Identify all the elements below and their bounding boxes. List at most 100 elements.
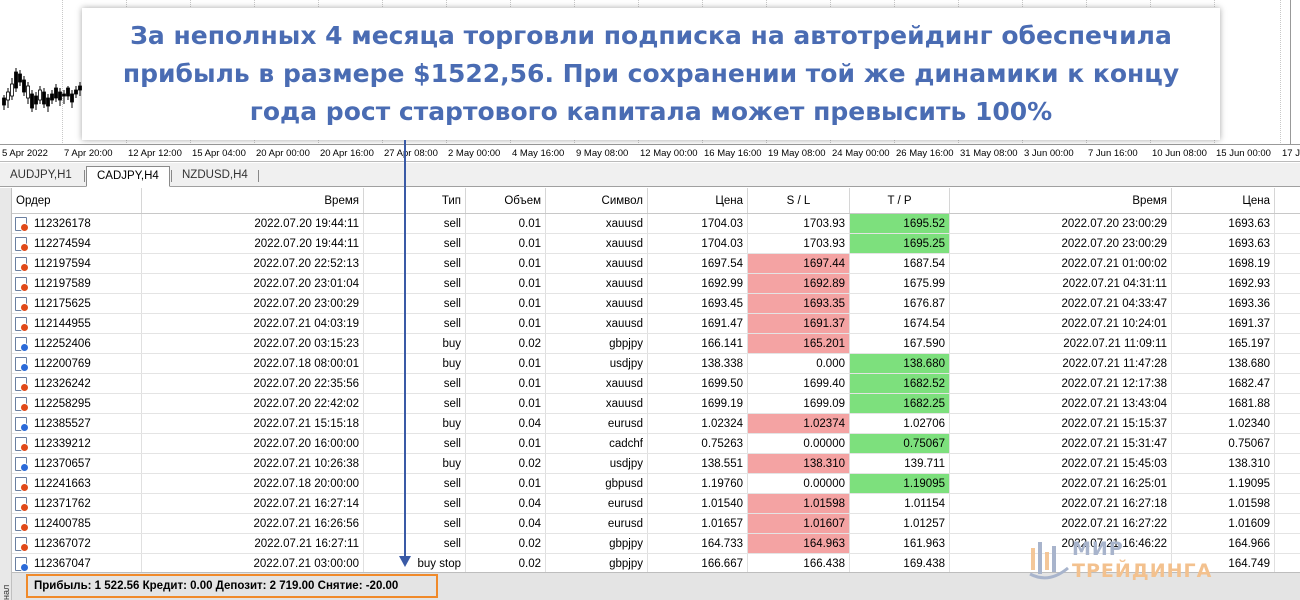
column-header[interactable]: Время [142,188,364,213]
tab-separator [258,170,259,182]
table-row[interactable]: 112252406 2022.07.20 03:15:23 buy 0.02 gbpjp… [12,334,1300,354]
tp-cell: 1.02706 [850,414,950,433]
table-row[interactable]: 112326242 2022.07.20 22:35:56 sell 0.01 xauu… [12,374,1300,394]
table-row[interactable]: 112144955 2022.07.21 04:03:19 sell 0.01 xauu… [12,314,1300,334]
banner-line-2: прибыль в размере $1522,56. При сохранен… [122,59,1180,88]
column-header[interactable]: Цена [648,188,748,213]
close-price-cell: 1682.47 [1172,374,1275,393]
type-cell: buy [364,334,466,353]
sell-order-icon [15,277,29,292]
open-time-cell: 2022.07.20 22:52:13 [142,254,364,273]
candle-body [54,87,58,99]
column-header[interactable]: S / L [748,188,850,213]
close-time-cell: 2022.07.21 04:31:11 [950,274,1172,293]
column-header[interactable]: T / P [850,188,950,213]
banner-line-1: За неполных 4 месяца торговли подписка н… [130,21,1172,50]
table-row[interactable]: 112371762 2022.07.21 16:27:14 sell 0.04 euru… [12,494,1300,514]
order-cell: 112144955 [12,314,142,333]
sl-cell: 1699.40 [748,374,850,393]
close-price-cell: 0.75067 [1172,434,1275,453]
volume-cell: 0.01 [466,314,546,333]
buy-order-icon [15,417,29,432]
order-cell: 112258295 [12,394,142,413]
open-time-cell: 2022.07.20 16:00:00 [142,434,364,453]
time-axis-label: 31 May 08:00 [960,148,1018,159]
terminal-label: инал [1,584,11,600]
order-cell: 112197589 [12,274,142,293]
table-row[interactable]: 112339212 2022.07.20 16:00:00 sell 0.01 cadc… [12,434,1300,454]
open-time-cell: 2022.07.20 22:35:56 [142,374,364,393]
chart-tabs: AUDJPY,H1 CADJPY,H4 NZDUSD,H4 [0,163,1300,187]
table-row[interactable]: 112258295 2022.07.20 22:42:02 sell 0.01 xauu… [12,394,1300,414]
sell-order-icon [15,297,29,312]
open-time-cell: 2022.07.21 10:26:38 [142,454,364,473]
tp-cell: 1676.87 [850,294,950,313]
table-row[interactable]: 112200769 2022.07.18 08:00:01 buy 0.01 usdjp… [12,354,1300,374]
time-axis-label: 15 Jun 00:00 [1216,148,1271,159]
candle-body [74,89,78,95]
type-cell: sell [364,294,466,313]
price-cell: 138.338 [648,354,748,373]
chart-grid-line [1280,0,1281,144]
open-time-cell: 2022.07.21 16:27:14 [142,494,364,513]
time-axis-label: 27 Apr 08:00 [384,148,438,159]
price-cell: 166.667 [648,554,748,573]
terminal-side-strip[interactable]: инал [0,188,12,600]
column-header[interactable]: Время [950,188,1172,213]
symbol-cell: eurusd [546,514,648,533]
symbol-cell: xauusd [546,254,648,273]
volume-cell: 0.02 [466,554,546,573]
tp-cell: 1.01154 [850,494,950,513]
close-price-cell: 1.19095 [1172,474,1275,493]
sl-cell: 0.00000 [748,474,850,493]
table-row[interactable]: 112400785 2022.07.21 16:26:56 sell 0.04 euru… [12,514,1300,534]
sell-order-icon [15,437,29,452]
tab-audjpy-h1[interactable]: AUDJPY,H1 [10,169,72,181]
table-row[interactable]: 112385527 2022.07.21 15:15:18 buy 0.04 eurus… [12,414,1300,434]
account-status-bar: Прибыль: 1 522.56 Кредит: 0.00 Депозит: … [12,572,1300,600]
price-cell: 1692.99 [648,274,748,293]
close-price-cell: 1692.93 [1172,274,1275,293]
table-row[interactable]: 112274594 2022.07.20 19:44:11 sell 0.01 xauu… [12,234,1300,254]
type-cell: sell [364,394,466,413]
chart-grid-line [62,0,63,144]
close-price-cell: 1693.63 [1172,234,1275,253]
close-price-cell: 1693.36 [1172,294,1275,313]
volume-cell: 0.02 [466,334,546,353]
symbol-cell: xauusd [546,394,648,413]
close-time-cell: 2022.07.21 10:24:01 [950,314,1172,333]
tab-cadjpy-h4[interactable]: CADJPY,H4 [86,166,170,187]
sell-order-icon [15,397,29,412]
buy-order-icon [15,457,29,472]
table-row[interactable]: 112197589 2022.07.20 23:01:04 sell 0.01 xauu… [12,274,1300,294]
column-header[interactable]: Символ [546,188,648,213]
sl-cell: 1699.09 [748,394,850,413]
tp-cell: 1682.52 [850,374,950,393]
price-cell: 1697.54 [648,254,748,273]
tp-cell: 1695.25 [850,234,950,253]
column-header[interactable]: Ордер [12,188,142,213]
table-row[interactable]: 112370657 2022.07.21 10:26:38 buy 0.02 usdjp… [12,454,1300,474]
table-row[interactable]: 112175625 2022.07.20 23:00:29 sell 0.01 xauu… [12,294,1300,314]
tp-cell: 167.590 [850,334,950,353]
open-time-cell: 2022.07.20 22:42:02 [142,394,364,413]
table-row[interactable]: 112197594 2022.07.20 22:52:13 sell 0.01 xauu… [12,254,1300,274]
sl-cell: 0.00000 [748,434,850,453]
candle-body [70,93,74,103]
open-time-cell: 2022.07.21 04:03:19 [142,314,364,333]
column-header[interactable]: Объем [466,188,546,213]
order-cell: 112339212 [12,434,142,453]
time-axis-label: 19 May 08:00 [768,148,826,159]
volume-cell: 0.01 [466,294,546,313]
table-row[interactable]: 112326178 2022.07.20 19:44:11 sell 0.01 xauu… [12,214,1300,234]
banner-text: За неполных 4 месяца торговли подписка н… [101,17,1201,131]
price-cell: 1699.19 [648,394,748,413]
sl-cell: 1.01598 [748,494,850,513]
table-row[interactable]: 112367072 2022.07.21 16:27:11 sell 0.02 gbpj… [12,534,1300,554]
time-axis-label: 10 Jun 08:00 [1152,148,1207,159]
column-header[interactable]: Цена [1172,188,1275,213]
table-row[interactable]: 112241663 2022.07.18 20:00:00 sell 0.01 gbpu… [12,474,1300,494]
column-header[interactable]: Тип [364,188,466,213]
symbol-cell: xauusd [546,214,648,233]
tab-nzdusd-h4[interactable]: NZDUSD,H4 [182,169,248,181]
